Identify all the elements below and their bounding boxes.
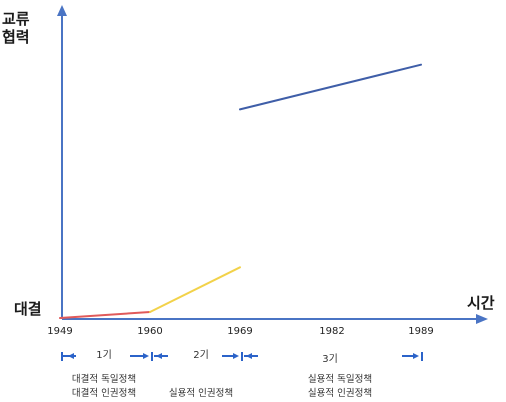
period-2-policy-1: 실용적 인권정책 — [169, 387, 233, 399]
period-label-3: 3기 — [322, 353, 338, 365]
x-tick-label-1949: 1949 — [47, 326, 72, 337]
y-axis-bottom-label: 대결 — [14, 300, 42, 318]
x-axis-label: 시간 — [467, 294, 495, 312]
period-2-end-arrowhead — [233, 353, 239, 359]
series-line-yellow — [150, 267, 240, 312]
axes — [57, 5, 488, 324]
period-marks — [62, 352, 422, 361]
x-tick-label-1982: 1982 — [319, 326, 344, 337]
period-label-2: 2기 — [193, 349, 209, 361]
period-3-end-arrowhead — [413, 353, 419, 359]
x-tick-label-1969: 1969 — [227, 326, 252, 337]
series-lines — [60, 65, 421, 318]
x-axis-arrowhead — [476, 314, 488, 324]
period-1-policy-2: 대결적 인권정책 — [72, 387, 136, 399]
period-3-policy-1: 실용적 독일정책 — [308, 373, 372, 385]
x-tick-label-1989: 1989 — [408, 326, 433, 337]
x-tick-label-1960: 1960 — [137, 326, 162, 337]
period-3-start-arrowhead — [246, 353, 252, 359]
period-1-policy-1: 대결적 독일정책 — [72, 373, 136, 385]
period-3-policy-2: 실용적 인권정책 — [308, 387, 372, 399]
period-2-start-arrowhead — [156, 353, 162, 359]
y-axis-arrowhead — [57, 5, 67, 16]
tick-labels: 1949 1960 1969 1982 1989 — [47, 326, 433, 337]
period-1-end-arrowhead — [143, 353, 149, 359]
series-line-red — [60, 312, 150, 318]
y-axis-label-line-2: 협력 — [2, 28, 30, 46]
series-line-blue — [240, 65, 421, 110]
period-1-start-arrowhead — [68, 353, 74, 359]
period-label-1: 1기 — [96, 349, 112, 361]
y-axis-label-line-1: 교류 — [2, 10, 30, 28]
